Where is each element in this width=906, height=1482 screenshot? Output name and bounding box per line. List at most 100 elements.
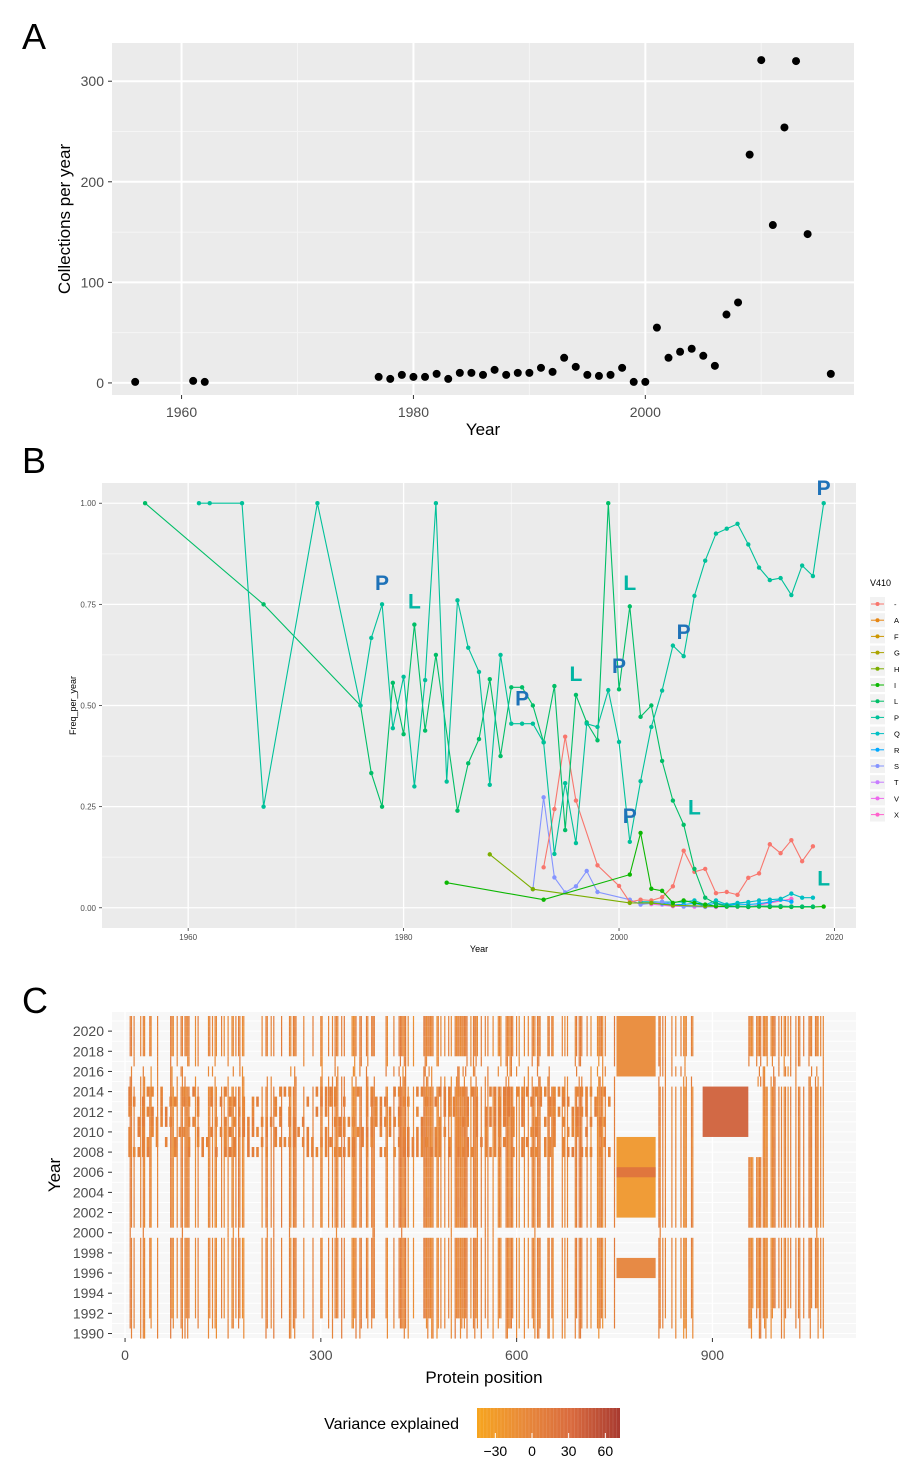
heatmap-cell: [597, 1036, 598, 1046]
heatmap-cell: [432, 1026, 433, 1036]
heatmap-cell: [466, 1238, 467, 1248]
heatmap-cell: [602, 1268, 603, 1278]
heatmap-cell: [328, 1238, 329, 1248]
heatmap-cell: [242, 1197, 243, 1207]
heatmap-cell: [665, 1288, 666, 1298]
heatmap-cell: [553, 1278, 554, 1288]
heatmap-cell: [238, 1147, 239, 1157]
heatmap-cell: [444, 1238, 445, 1248]
heatmap-cell: [295, 1046, 296, 1056]
heatmap-cell: [402, 1066, 403, 1076]
heatmap-cell: [408, 1026, 409, 1036]
series-point-P: [563, 781, 567, 785]
heatmap-cell: [188, 1268, 189, 1278]
series-point-P: [434, 501, 438, 505]
heatmap-cell: [239, 1046, 240, 1056]
heatmap-cell: [212, 1026, 213, 1036]
heatmap-cell: [235, 1208, 236, 1218]
heatmap-cell: [413, 1087, 414, 1097]
heatmap-cell: [366, 1117, 367, 1127]
heatmap-cell: [328, 1258, 329, 1268]
heatmap-cell: [507, 1298, 508, 1308]
heatmap-cell: [587, 1137, 588, 1147]
heatmap-cell: [182, 1066, 183, 1076]
heatmap-cell: [295, 1077, 296, 1087]
heatmap-cell: [549, 1298, 550, 1308]
heatmap-cell: [534, 1197, 535, 1207]
heatmap-cell: [387, 1167, 388, 1177]
heatmap-cell: [426, 1278, 427, 1288]
heatmap-cell: [427, 1127, 428, 1137]
heatmap-cell: [367, 1218, 368, 1228]
heatmap-cell: [294, 1046, 295, 1056]
heatmap-cell: [466, 1298, 467, 1308]
heatmap-cell: [510, 1147, 511, 1157]
heatmap-cell: [294, 1268, 295, 1278]
heatmap-cell: [581, 1308, 582, 1318]
heatmap-cell: [456, 1137, 457, 1147]
heatmap-cell: [337, 1107, 338, 1117]
heatmap-cell: [281, 1016, 282, 1026]
heatmap-cell: [177, 1157, 178, 1167]
heatmap-cell: [499, 1238, 500, 1248]
heatmap-cell: [463, 1016, 464, 1026]
heatmap-cell: [359, 1107, 360, 1117]
heatmap-cell: [602, 1298, 603, 1308]
heatmap-cell: [215, 1268, 216, 1278]
heatmap-cell: [511, 1258, 512, 1268]
heatmap-cell: [553, 1026, 554, 1036]
heatmap-cell: [413, 1288, 414, 1298]
heatmap-cell: [524, 1318, 525, 1328]
heatmap-cell: [601, 1197, 602, 1207]
y-axis-label: Collections per year: [55, 144, 74, 295]
heatmap-cell: [170, 1288, 171, 1298]
heatmap-cell: [130, 1187, 131, 1197]
heatmap-cell: [533, 1127, 534, 1137]
heatmap-cell: [538, 1056, 539, 1066]
heatmap-cell: [402, 1046, 403, 1056]
heatmap-cell: [602, 1318, 603, 1328]
heatmap-cell: [476, 1208, 477, 1218]
heatmap-cell: [386, 1026, 387, 1036]
heatmap-cell: [374, 1177, 375, 1187]
heatmap-cell: [579, 1248, 580, 1258]
heatmap-cell: [487, 1087, 488, 1097]
heatmap-cell: [660, 1278, 661, 1288]
heatmap-cell: [328, 1127, 329, 1137]
heatmap-cell: [436, 1218, 437, 1228]
heatmap-cell: [519, 1268, 520, 1278]
series-point-L: [778, 904, 782, 908]
heatmap-cell: [290, 1127, 291, 1137]
legend-key-point: [876, 651, 880, 655]
heatmap-cell: [430, 1107, 431, 1117]
heatmap-cell: [336, 1026, 337, 1036]
heatmap-cell: [684, 1308, 685, 1318]
heatmap-cell: [511, 1238, 512, 1248]
heatmap-cell: [242, 1238, 243, 1248]
heatmap-cell: [444, 1288, 445, 1298]
heatmap-cell: [408, 1308, 409, 1318]
heatmap-cell: [281, 1167, 282, 1177]
heatmap-cell: [387, 1329, 388, 1339]
heatmap-cell: [209, 1208, 210, 1218]
heatmap-cell: [567, 1278, 568, 1288]
heatmap-cell: [528, 1288, 529, 1298]
heatmap-cell: [295, 1268, 296, 1278]
heatmap-cell: [485, 1248, 486, 1258]
heatmap-cell: [242, 1077, 243, 1087]
heatmap-cell: [683, 1218, 684, 1228]
heatmap-cell: [289, 1238, 290, 1248]
heatmap-cell: [402, 1157, 403, 1167]
heatmap-cell: [293, 1248, 294, 1258]
heatmap-cell: [355, 1329, 356, 1339]
heatmap-cell: [353, 1218, 354, 1228]
heatmap-cell: [506, 1147, 507, 1157]
heatmap-cell: [426, 1107, 427, 1117]
heatmap-cell: [430, 1258, 431, 1268]
heatmap-cell: [534, 1026, 535, 1036]
heatmap-cell: [238, 1087, 239, 1097]
series-point-L: [509, 685, 513, 689]
heatmap-cell: [173, 1187, 174, 1197]
series-point-P: [638, 779, 642, 783]
heatmap-cell: [215, 1087, 216, 1097]
